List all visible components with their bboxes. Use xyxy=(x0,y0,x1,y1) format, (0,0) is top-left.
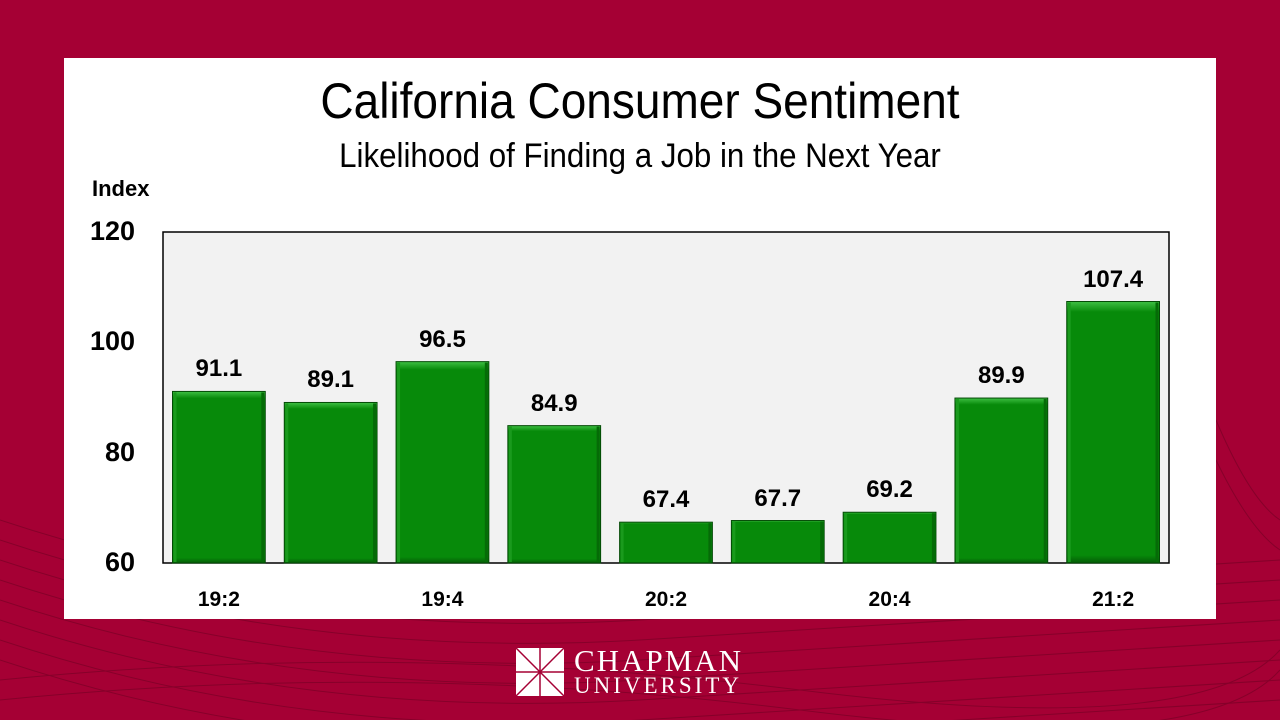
logo-text-chapman: CHAPMAN xyxy=(574,643,744,678)
data-label: 69.2 xyxy=(866,476,913,504)
bar xyxy=(507,425,602,564)
bar-rect xyxy=(619,521,713,564)
bar-bevel-right xyxy=(820,521,824,562)
bar-rect xyxy=(954,397,1049,564)
bar-bevel-left xyxy=(397,362,401,562)
bar xyxy=(619,521,713,564)
bar xyxy=(954,397,1049,564)
bar-bevel-right xyxy=(1155,302,1159,562)
data-label: 96.5 xyxy=(419,325,466,353)
chart-subtitle: Likelihood of Finding a Job in the Next … xyxy=(339,137,941,175)
bar-rect xyxy=(172,390,266,564)
logo-text-university: UNIVERSITY xyxy=(574,673,742,698)
bar-bevel-right xyxy=(931,513,935,562)
bar-rect xyxy=(842,511,937,564)
y-tick-label: 100 xyxy=(89,326,135,357)
y-tick-label: 60 xyxy=(104,547,135,577)
bar xyxy=(1066,301,1160,564)
data-label: 91.1 xyxy=(195,355,243,383)
data-label: 89.9 xyxy=(977,362,1025,390)
chart-title: California Consumer Sentiment xyxy=(320,73,960,129)
data-label: 107.4 xyxy=(1083,265,1144,293)
bar-bevel-right xyxy=(261,392,265,562)
bar-bevel-left xyxy=(620,523,624,562)
bar-bevel-left xyxy=(173,392,177,562)
y-tick-label: 80 xyxy=(104,436,135,467)
x-tick-label: 19:2 xyxy=(197,588,240,611)
x-tick-label: 21:2 xyxy=(1092,588,1135,611)
bar-bevel-right xyxy=(484,362,488,562)
bar-bevel-right xyxy=(708,523,712,562)
data-label: 84.9 xyxy=(530,389,578,417)
bar-rect xyxy=(395,361,490,564)
bar-bevel-right xyxy=(373,403,377,562)
bar-bevel-left xyxy=(955,399,959,562)
bar xyxy=(842,511,937,564)
bar-bevel-left xyxy=(844,513,848,562)
bar-rect xyxy=(730,520,825,564)
bar-bevel-left xyxy=(1067,302,1071,562)
bar xyxy=(283,401,378,564)
bar-rect xyxy=(507,425,602,564)
bar-bevel-left xyxy=(508,426,512,562)
data-label: 89.1 xyxy=(307,366,355,394)
x-tick-label: 19:4 xyxy=(421,588,464,611)
bar-bevel-left xyxy=(732,521,736,562)
bar-bevel-right xyxy=(1043,399,1047,562)
x-tick-label: 20:4 xyxy=(868,588,911,611)
bar-bevel-left xyxy=(285,403,289,562)
y-tick-label: 120 xyxy=(89,216,135,246)
y-axis-label: Index xyxy=(92,176,150,201)
bar xyxy=(172,390,266,564)
bar xyxy=(395,361,490,564)
bar-rect xyxy=(1066,301,1160,564)
bar xyxy=(730,520,825,564)
data-label: 67.7 xyxy=(754,484,802,512)
data-label: 67.4 xyxy=(642,486,690,514)
bar-rect xyxy=(283,401,378,564)
chapman-logo-icon xyxy=(516,648,564,696)
x-tick-label: 20:2 xyxy=(644,588,688,611)
bar-bevel-right xyxy=(596,426,600,562)
